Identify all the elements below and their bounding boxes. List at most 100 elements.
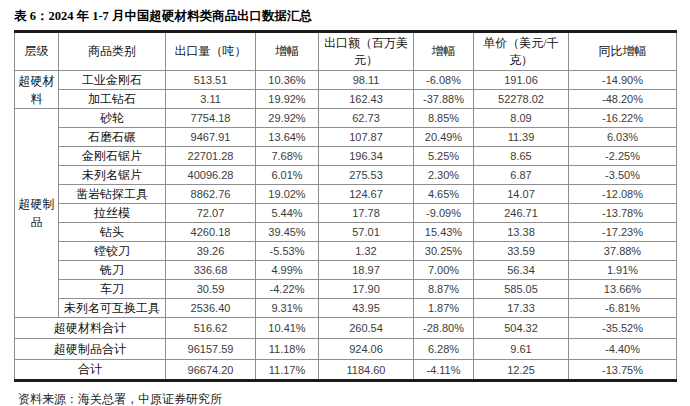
value-cell: -4.11% [414,360,474,381]
value-cell: 19.92% [256,90,319,109]
value-cell: 52278.02 [474,90,569,109]
table-row: 拉丝模 72.07 5.44% 17.78 -9.09% 246.71 -13.… [15,204,677,223]
value-cell: 29.92% [256,109,319,128]
value-cell: 196.34 [319,147,414,166]
value-cell: -13.75% [569,360,677,381]
table-row: 钻头 4260.18 39.45% 57.01 15.43% 13.38 -17… [15,223,677,242]
value-cell: 10.41% [256,318,319,339]
value-cell: -12.08% [569,185,677,204]
table-row: 未列名锯片 40096.28 6.01% 275.53 2.30% 6.87 -… [15,166,677,185]
value-cell: 260.54 [319,318,414,339]
value-cell: -14.90% [569,71,677,90]
value-cell: 585.05 [474,280,569,299]
value-cell: 162.43 [319,90,414,109]
value-cell: 4260.18 [166,223,256,242]
value-cell: 12.25 [474,360,569,381]
header-row: 层级 商品类别 出口量（吨） 增幅 出口额（百万美元） 增幅 单价（美元/千克）… [15,32,677,71]
value-cell: 924.06 [319,339,414,360]
value-cell: 11.18% [256,339,319,360]
value-cell: 13.38 [474,223,569,242]
value-cell: 2536.40 [166,299,256,318]
value-cell: -2.25% [569,147,677,166]
value-cell: 6.03% [569,128,677,147]
value-cell: 40096.28 [166,166,256,185]
value-cell: 4.65% [414,185,474,204]
value-cell: 516.62 [166,318,256,339]
value-cell: 37.88% [569,242,677,261]
value-cell: -9.09% [414,204,474,223]
table-row: 镗铰刀 39.26 -5.53% 1.32 30.25% 33.59 37.88… [15,242,677,261]
category-cell: 凿岩钻探工具 [59,185,166,204]
value-cell: 1.32 [319,242,414,261]
value-cell: 275.53 [319,166,414,185]
table-row: 凿岩钻探工具 8862.76 19.02% 124.67 4.65% 14.07… [15,185,677,204]
value-cell: 39.45% [256,223,319,242]
category-cell: 拉丝模 [59,204,166,223]
value-cell: 56.34 [474,261,569,280]
report-page: 表 6：2024 年 1-7 月中国超硬材料类商品出口数据汇总 层级 商品类别 … [0,0,690,406]
table-title: 表 6：2024 年 1-7 月中国超硬材料类商品出口数据汇总 [14,8,676,25]
value-cell: 72.07 [166,204,256,223]
summary-label-cell: 合计 [15,360,166,381]
category-cell: 砂轮 [59,109,166,128]
value-cell: 504.32 [474,318,569,339]
value-cell: 5.25% [414,147,474,166]
value-cell: 1.91% [569,261,677,280]
source-note: 资料来源：海关总署，中原证券研究所 [14,391,676,406]
summary-row-products: 超硬制品合计 96157.59 11.18% 924.06 6.28% 9.61… [15,339,677,360]
value-cell: -6.81% [569,299,677,318]
value-cell: 8.85% [414,109,474,128]
value-cell: -16.22% [569,109,677,128]
value-cell: 6.87 [474,166,569,185]
table-row: 铣刀 336.68 4.99% 18.97 7.00% 56.34 1.91% [15,261,677,280]
value-cell: -4.40% [569,339,677,360]
category-cell: 工业金刚石 [59,71,166,90]
value-cell: 96674.20 [166,360,256,381]
value-cell: 62.73 [319,109,414,128]
value-cell: 10.36% [256,71,319,90]
value-cell: -17.23% [569,223,677,242]
summary-row-total: 合计 96674.20 11.17% 1184.60 -4.11% 12.25 … [15,360,677,381]
level-cell-products: 超硬制品 [15,109,59,318]
col-header-unit-price: 单价（美元/千克） [474,32,569,71]
value-cell: 96157.59 [166,339,256,360]
value-cell: 15.43% [414,223,474,242]
value-cell: -35.52% [569,318,677,339]
value-cell: 22701.28 [166,147,256,166]
col-header-level: 层级 [15,32,59,71]
value-cell: 14.07 [474,185,569,204]
value-cell: 43.95 [319,299,414,318]
value-cell: 336.68 [166,261,256,280]
value-cell: 124.67 [319,185,414,204]
category-cell: 镗铰刀 [59,242,166,261]
table-row: 超硬材料 工业金刚石 513.51 10.36% 98.11 -6.08% 19… [15,71,677,90]
value-cell: 513.51 [166,71,256,90]
col-header-export-volume: 出口量（吨） [166,32,256,71]
value-cell: 246.71 [474,204,569,223]
value-cell: 13.66% [569,280,677,299]
value-cell: 13.64% [256,128,319,147]
value-cell: 6.01% [256,166,319,185]
value-cell: 8862.76 [166,185,256,204]
value-cell: 19.02% [256,185,319,204]
value-cell: 8.09 [474,109,569,128]
value-cell: 11.17% [256,360,319,381]
table-row: 石磨石碾 9467.91 13.64% 107.87 20.49% 11.39 … [15,128,677,147]
value-cell: 107.87 [319,128,414,147]
category-cell: 金刚石锯片 [59,147,166,166]
value-cell: 191.06 [474,71,569,90]
table-row: 车刀 30.59 -4.22% 17.90 8.87% 585.05 13.66… [15,280,677,299]
table-row: 加工钻石 3.11 19.92% 162.43 -37.88% 52278.02… [15,90,677,109]
category-cell: 车刀 [59,280,166,299]
col-header-value-growth: 增幅 [414,32,474,71]
category-cell: 加工钻石 [59,90,166,109]
value-cell: 20.49% [414,128,474,147]
value-cell: 8.65 [474,147,569,166]
value-cell: 6.28% [414,339,474,360]
col-header-export-value: 出口额（百万美元） [319,32,414,71]
col-header-volume-growth: 增幅 [256,32,319,71]
col-header-category: 商品类别 [59,32,166,71]
value-cell: 17.78 [319,204,414,223]
value-cell: 17.33 [474,299,569,318]
category-cell: 钻头 [59,223,166,242]
